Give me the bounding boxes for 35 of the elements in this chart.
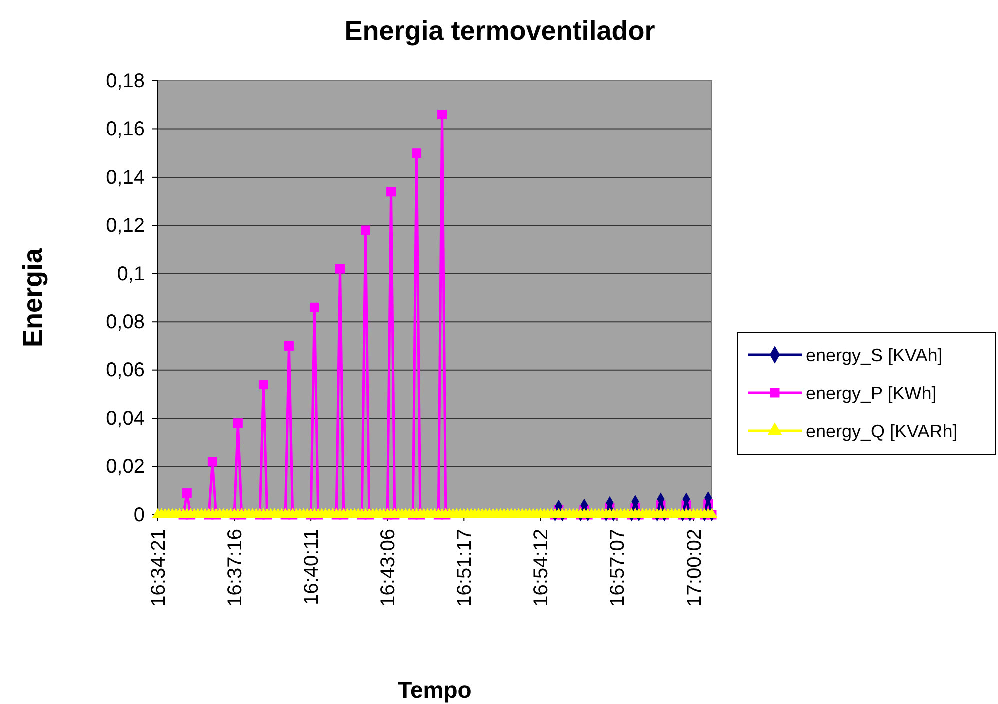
y-tick-label: 0,18 <box>106 70 145 92</box>
y-tick-label: 0,08 <box>106 312 145 334</box>
x-tick-label: 16:57:07 <box>607 529 630 607</box>
point <box>233 418 243 428</box>
point <box>310 302 320 312</box>
x-tick-label: 16:51:17 <box>454 529 476 607</box>
legend-label: energy_Q [KVARh] <box>806 421 958 442</box>
y-tick-label: 0,12 <box>106 215 145 238</box>
x-tick-label: 16:34:21 <box>148 529 170 607</box>
point <box>182 488 192 498</box>
x-tick-label: 16:40:11 <box>301 529 324 606</box>
x-tick-label: 16:54:12 <box>530 529 553 607</box>
chart-title: Energia termoventilador <box>344 16 656 46</box>
x-tick-label: 17:00:02 <box>684 529 706 607</box>
x-axis-title: Tempo <box>398 677 472 703</box>
y-tick-label: 0,16 <box>106 118 145 141</box>
point <box>284 341 294 351</box>
y-tick-label: 0,14 <box>106 166 145 189</box>
point <box>412 148 422 158</box>
point <box>386 187 396 197</box>
y-tick-label: 0,02 <box>106 456 145 478</box>
point <box>361 226 370 236</box>
legend-label: energy_S [KVAh] <box>806 345 943 366</box>
legend-label: energy_P [KWh] <box>806 383 937 404</box>
y-axis-title: Energia <box>18 248 48 348</box>
y-tick-label: 0,04 <box>106 408 145 430</box>
point <box>258 380 268 390</box>
point <box>208 457 218 467</box>
y-tick-label: 0 <box>134 504 145 526</box>
y-tick-label: 0,1 <box>117 263 145 286</box>
y-tick-label: 0,06 <box>106 360 145 382</box>
point <box>438 110 448 120</box>
x-tick-label: 16:43:06 <box>378 529 400 607</box>
x-tick-label: 16:37:16 <box>224 529 247 607</box>
point <box>335 264 345 274</box>
